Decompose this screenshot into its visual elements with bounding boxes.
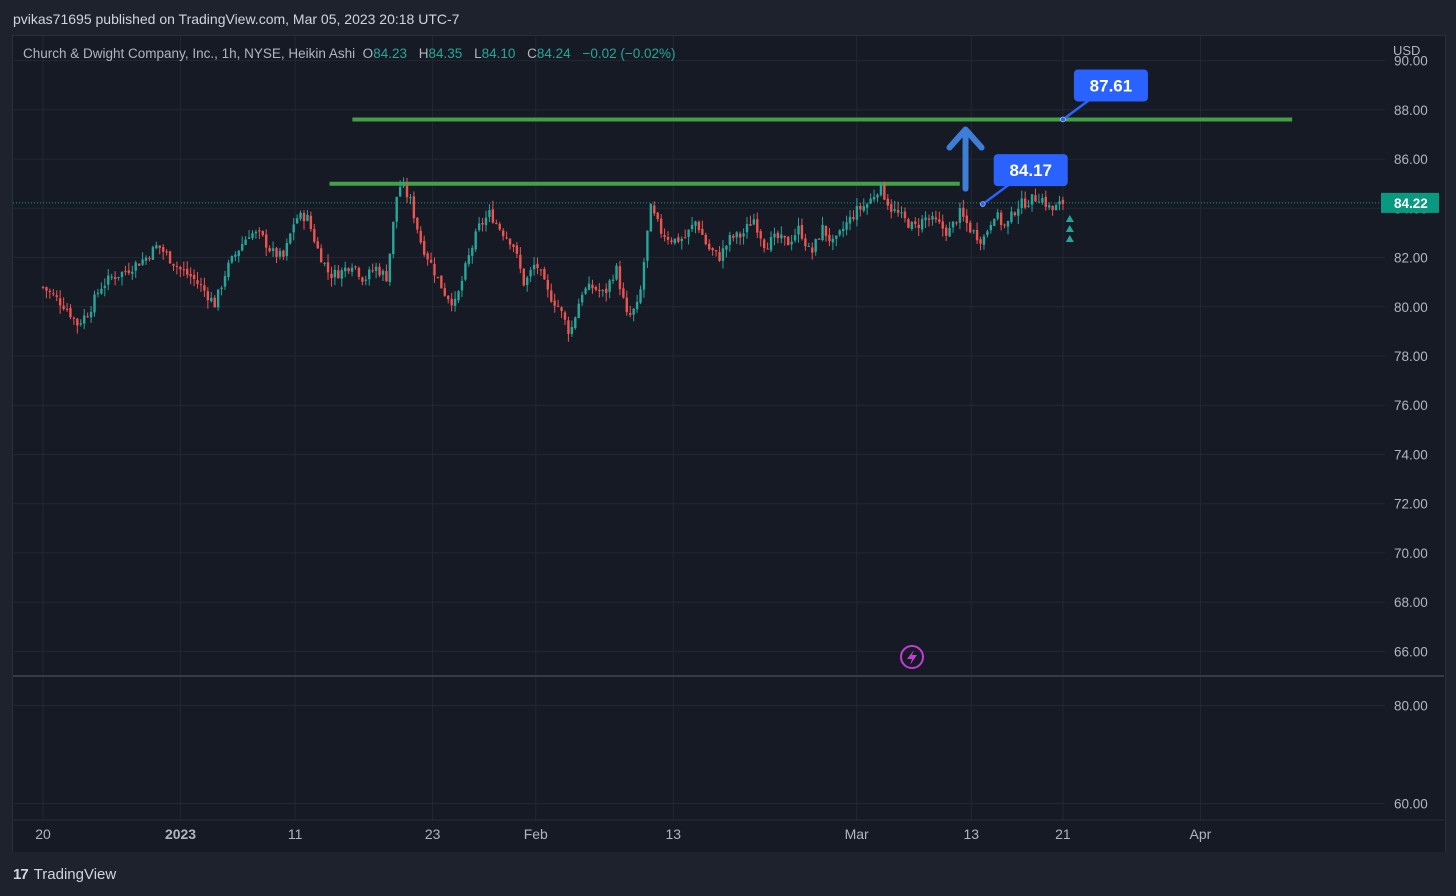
chart-frame[interactable]	[12, 35, 1446, 854]
publish-info: pvikas71695 published on TradingView.com…	[13, 11, 460, 27]
legend-low-label: L	[474, 46, 482, 61]
legend-high-label: H	[418, 46, 429, 61]
chart-legend: Church & Dwight Company, Inc., 1h, NYSE,…	[23, 46, 684, 61]
tradingview-brand[interactable]: 17 TradingView	[13, 866, 116, 883]
legend-close-label: C	[527, 46, 537, 61]
legend-high: 84.35	[428, 46, 463, 61]
legend-change: −0.02 (−0.02%)	[582, 46, 676, 61]
footer-bar	[0, 852, 1456, 896]
legend-symbol: Church & Dwight Company, Inc., 1h, NYSE,…	[23, 46, 356, 61]
tradingview-logo-icon: 17	[13, 866, 29, 883]
legend-close: 84.24	[536, 46, 571, 61]
legend-open: 84.23	[373, 46, 407, 61]
legend-open-label: O	[362, 46, 374, 61]
brand-name: TradingView	[33, 866, 117, 883]
legend-low: 84.10	[481, 46, 516, 61]
publish-bar: pvikas71695 published on TradingView.com…	[0, 0, 1456, 36]
